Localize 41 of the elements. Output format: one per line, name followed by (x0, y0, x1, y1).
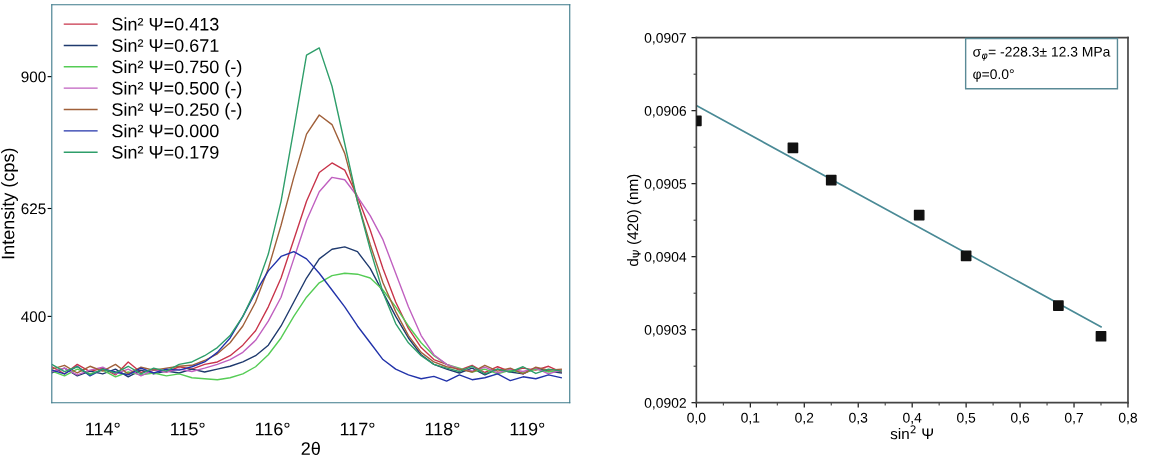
x-tick-label: 0,3 (849, 412, 868, 425)
legend-label: Sin² Ψ=0.671 (112, 38, 219, 52)
legend-label: Sin² Ψ=0.000 (112, 124, 219, 138)
legend-label: Sin² Ψ=0.179 (112, 145, 219, 159)
x-tick-label: 0,1 (741, 412, 760, 425)
legend-label: Sin² Ψ=0.250 (-) (112, 102, 242, 120)
x-tick-label: 0,6 (1010, 412, 1030, 425)
annotation: σ$_{φ}$= -228.3± 12.3 MPa (973, 46, 1111, 61)
x-axis-title: 2θ (301, 441, 320, 456)
y-tick-label: 400 (21, 311, 46, 323)
point (913, 209, 925, 221)
legend-label: Sin² Ψ=0.413 (112, 17, 219, 31)
y-tick-label: 0,0907 (644, 33, 686, 45)
x-tick-label: 0,5 (957, 412, 976, 425)
x-tick-label: 0,0 (687, 412, 706, 425)
x-tick-label: 116° (255, 422, 290, 436)
x-tick-label: 119° (510, 422, 545, 436)
x-tick-label: 0,8 (1118, 412, 1138, 425)
y-tick-label: 0,0903 (644, 325, 687, 337)
x-tick-label: 115° (171, 422, 205, 436)
legend-label: Sin² Ψ=0.500 (-) (112, 81, 242, 99)
point (1095, 330, 1107, 342)
y-axis-title: Intensity (cps) (1, 148, 18, 259)
x-tick-label: 118° (425, 422, 460, 436)
x-tick-label: 0,4 (903, 412, 922, 425)
x-tick-label: 117° (340, 422, 375, 436)
x-tick-label: 114° (86, 422, 120, 436)
point (1053, 300, 1064, 311)
legend-label: Sin² Ψ=0.750 (-) (112, 60, 242, 77)
y-axis-title: d$_{Ψ}$ (420) (nm) (627, 174, 642, 267)
y-tick-label: 900 (21, 71, 46, 83)
x-tick-label: 0,2 (795, 412, 814, 425)
y-tick-label: 0,0904 (644, 252, 687, 264)
y-tick-label: 0,0906 (644, 106, 687, 118)
y-tick-label: 0,0905 (644, 179, 687, 191)
y-tick-label: 625 (21, 203, 46, 215)
x-tick-label: 0,7 (1064, 412, 1083, 425)
x-axis-title: sin$^{2}$ Ψ (890, 425, 933, 440)
point (825, 174, 837, 186)
y-tick-label: 0,0902 (644, 398, 686, 410)
annotation: φ=0.0° (973, 69, 1014, 82)
